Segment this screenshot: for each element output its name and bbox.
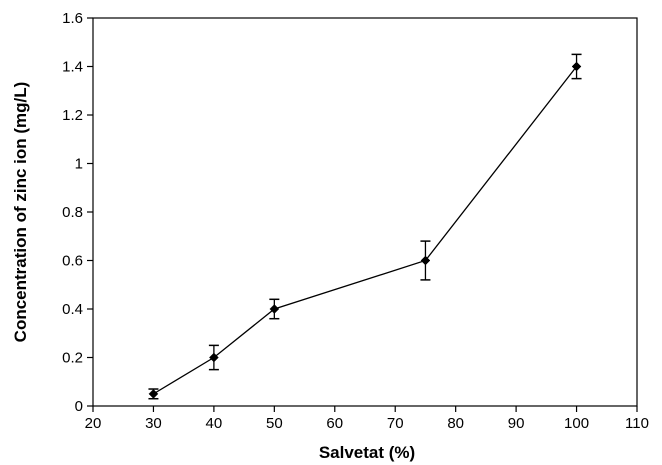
- plot-area: [148, 53, 582, 400]
- x-tick-label: 90: [508, 415, 525, 432]
- x-tick-label: 110: [625, 415, 649, 432]
- x-tick-label: 30: [145, 415, 162, 432]
- x-tick-label: 20: [85, 415, 102, 432]
- x-axis-title: Salvetat (%): [319, 443, 415, 462]
- data-point-diamond: [571, 61, 582, 72]
- x-tick-label: 60: [326, 415, 343, 432]
- y-tick-label: 0.4: [62, 301, 83, 318]
- y-tick-label: 0.8: [62, 204, 83, 221]
- data-point-diamond: [148, 389, 159, 399]
- axes: [92, 17, 638, 407]
- y-tick-label: 1.6: [62, 10, 83, 27]
- x-tick-label: 50: [266, 415, 283, 432]
- y-tick-label: 1.2: [62, 107, 83, 124]
- x-tick-label: 80: [447, 415, 464, 432]
- x-tick-label: 100: [564, 415, 589, 432]
- data-point-diamond: [269, 304, 280, 314]
- y-tick-label: 1.4: [62, 59, 83, 76]
- y-tick-label: 0.6: [62, 253, 83, 270]
- y-tick-label: 1: [75, 156, 83, 173]
- data-point-diamond: [420, 255, 431, 266]
- y-axis-title: Concentration of zinc ion (mg/L): [11, 82, 30, 343]
- x-tick-label: 70: [387, 415, 404, 432]
- x-tick-label: 40: [206, 415, 223, 432]
- plot-frame: [92, 17, 638, 407]
- y-tick-label: 0: [75, 398, 83, 415]
- x-axis-ticks: 20 30 40 50 60 70 80 90 100 110: [85, 406, 649, 432]
- y-axis-ticks: 0 0.2 0.4 0.6 0.8 1 1.2 1.4 1.6: [62, 10, 93, 415]
- y-tick-label: 0.2: [62, 350, 83, 367]
- data-point-diamond: [209, 352, 219, 363]
